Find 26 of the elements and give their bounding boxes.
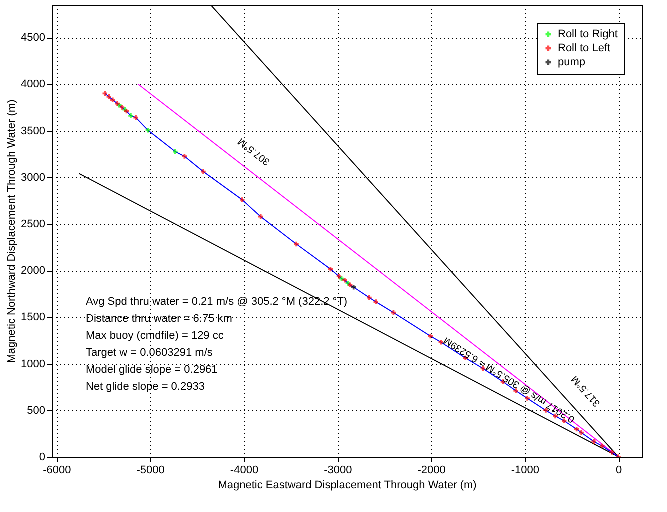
y-tick-label: 1500 bbox=[21, 312, 46, 324]
y-tick-label: 2000 bbox=[21, 265, 46, 278]
x-tick-label: -2000 bbox=[418, 464, 446, 476]
y-tick-label: 0 bbox=[39, 452, 46, 464]
x-tick-label: -5000 bbox=[136, 464, 165, 476]
annotation: Target w = 0.0603291 m/s bbox=[86, 347, 214, 359]
y-tick-label: 3500 bbox=[21, 125, 46, 138]
x-tick-label: -4000 bbox=[230, 464, 259, 476]
annotation: Max buoy (cmdfile) = 129 cc bbox=[86, 330, 224, 342]
y-tick-label: 3000 bbox=[21, 172, 46, 184]
annotation: Model glide slope = 0.2961 bbox=[86, 364, 218, 376]
legend-label: Roll to Left bbox=[558, 42, 611, 54]
x-tick-label: 0 bbox=[616, 464, 622, 476]
y-tick-label: 500 bbox=[27, 404, 46, 417]
annotation: Net glide slope = 0.2933 bbox=[86, 381, 205, 393]
x-tick-label: -6000 bbox=[43, 464, 72, 476]
y-tick-label: 2500 bbox=[21, 218, 46, 231]
y-tick-label: 4500 bbox=[21, 32, 46, 44]
y-tick-label: 4000 bbox=[21, 78, 46, 91]
x-axis-title: Magnetic Eastward Displacement Through Water (m) bbox=[218, 480, 477, 492]
legend-label: Roll to Right bbox=[558, 28, 618, 40]
x-tick-label: -3000 bbox=[324, 464, 352, 476]
x-tick-label: -1000 bbox=[511, 464, 540, 476]
y-axis-title: Magnetic Northward Displacement Through Water (m) bbox=[6, 100, 18, 364]
legend-label: pump bbox=[558, 56, 586, 68]
y-tick-label: 1000 bbox=[21, 358, 46, 370]
